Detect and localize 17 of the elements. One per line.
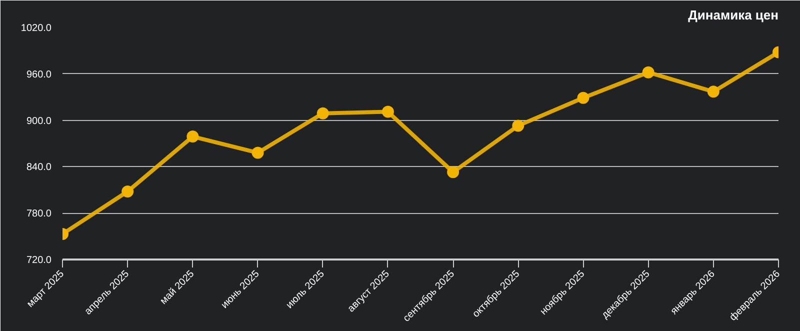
- y-tick-label: 840.0: [26, 162, 52, 174]
- point: [122, 185, 134, 198]
- y-tick-label: 720.0: [26, 255, 52, 266]
- point: [382, 106, 394, 118]
- y-tick-label: 900.0: [26, 116, 52, 127]
- point: [707, 86, 720, 98]
- point: [577, 92, 590, 104]
- point: [316, 107, 329, 120]
- point: [512, 120, 524, 132]
- y-tick-label: 960.0: [26, 69, 52, 80]
- point: [252, 146, 264, 159]
- point: [642, 66, 654, 78]
- y-tick-label: 780.0: [26, 208, 52, 220]
- y-tick-label: 1020.0: [20, 23, 52, 34]
- chart-title: Динамика цен: [688, 8, 779, 22]
- point: [186, 130, 199, 143]
- point: [447, 166, 460, 178]
